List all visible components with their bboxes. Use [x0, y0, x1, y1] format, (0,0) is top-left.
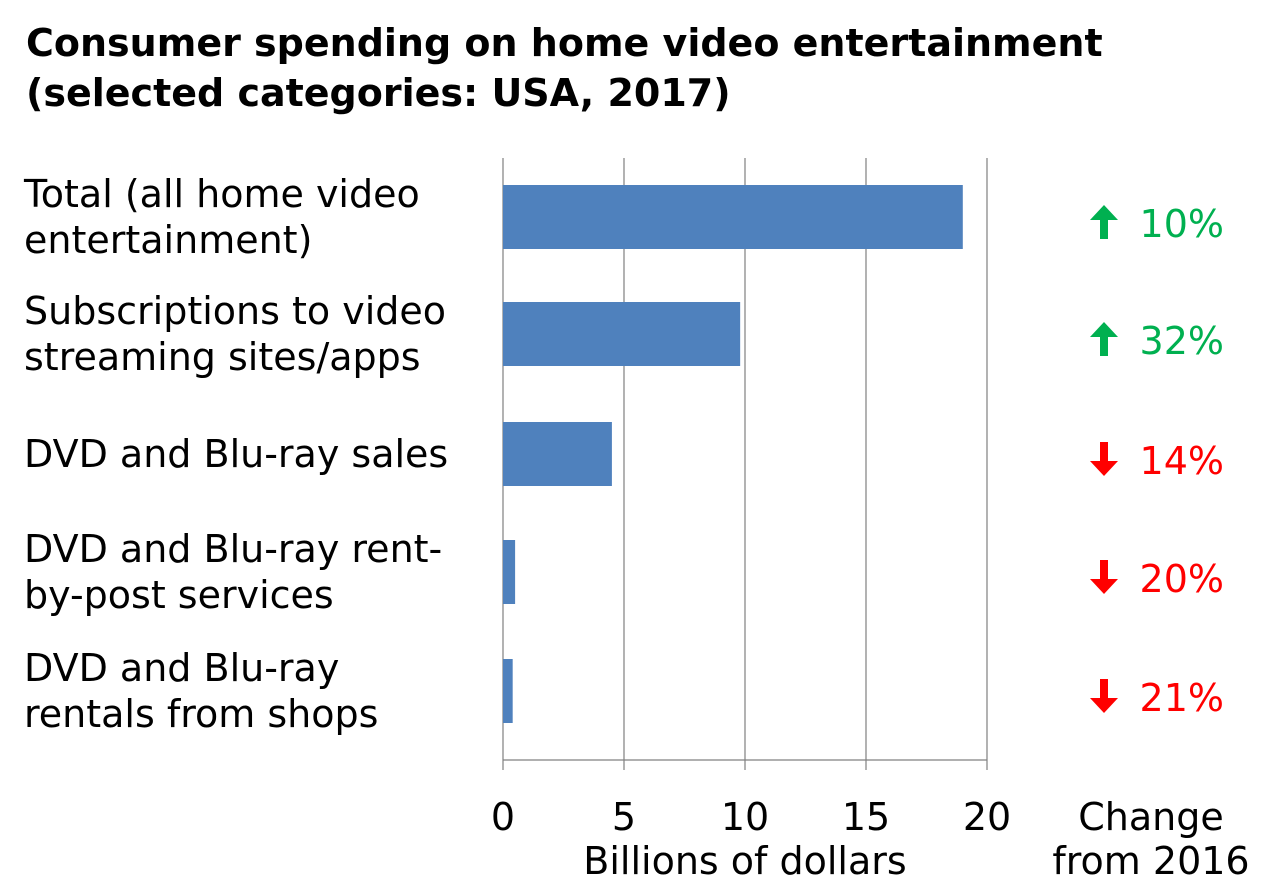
bar	[503, 302, 741, 366]
chart-title: Consumer spending on home video entertai…	[26, 18, 1226, 118]
category-label: Total (all home video entertainment)	[23, 172, 420, 262]
arrow-up-icon	[1090, 322, 1118, 356]
arrow-up-icon	[1090, 205, 1118, 239]
x-tick-label: 0	[491, 795, 515, 839]
category-label: DVD and Blu-ray rent-by-post services	[24, 527, 442, 617]
bar	[503, 659, 513, 723]
bar	[503, 422, 612, 486]
x-tick-label: 15	[842, 795, 890, 839]
bar	[503, 540, 516, 604]
category-label-line: Total (all home video	[23, 172, 420, 216]
change-label: 10%	[1140, 202, 1224, 246]
category-label-line: DVD and Blu-ray sales	[24, 432, 448, 476]
arrow-down-icon	[1090, 560, 1118, 594]
change-label: 21%	[1140, 676, 1224, 720]
category-label: DVD and Blu-ray sales	[24, 432, 448, 476]
x-tick-label: 10	[721, 795, 769, 839]
arrow-down-icon	[1090, 442, 1118, 476]
change-label: 32%	[1140, 319, 1224, 363]
arrow-down-icon	[1090, 679, 1118, 713]
bar	[503, 185, 963, 249]
category-label-line: DVD and Blu-ray	[24, 646, 339, 690]
category-label: Subscriptions to video streaming sites/ap…	[24, 289, 446, 379]
chart-title-line-1: Consumer spending on home video entertai…	[26, 21, 1103, 65]
change-header-line-1: Change	[1078, 795, 1224, 839]
category-label-line: by-post services	[24, 573, 334, 617]
change-label: 14%	[1140, 439, 1224, 483]
category-label-line: Subscriptions to video	[24, 289, 446, 333]
category-label-line: rentals from shops	[24, 692, 378, 736]
category-label-line: streaming sites/apps	[24, 335, 421, 379]
change-header-line-2: from 2016	[1052, 839, 1249, 883]
x-tick-label: 5	[612, 795, 636, 839]
x-axis-title: Billions of dollars	[583, 839, 906, 883]
change-label: 20%	[1140, 557, 1224, 601]
x-tick-label: 20	[963, 795, 1011, 839]
category-label-line: entertainment)	[24, 218, 312, 262]
chart-title-line-2: (selected categories: USA, 2017)	[26, 71, 731, 115]
category-label: DVD and Blu-ray rentals from shops	[24, 646, 378, 736]
category-label-line: DVD and Blu-ray rent-	[24, 527, 442, 571]
